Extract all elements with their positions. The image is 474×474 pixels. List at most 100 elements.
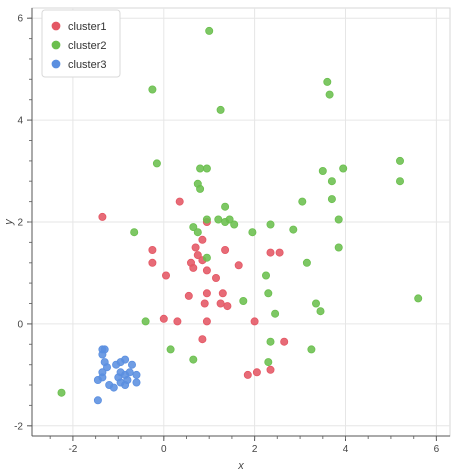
point-cluster3: [98, 373, 107, 382]
data-points: [57, 26, 423, 405]
point-cluster3: [98, 350, 107, 359]
point-cluster2: [395, 156, 404, 165]
point-cluster2: [334, 243, 343, 252]
point-cluster1: [202, 317, 211, 326]
point-cluster1: [193, 251, 202, 260]
point-cluster2: [196, 164, 205, 173]
axis-ticks: -2 0 2 4 6 -2 0 2 4 6: [14, 8, 450, 455]
point-cluster1: [202, 266, 211, 275]
point-cluster1: [202, 289, 211, 298]
point-cluster1: [280, 337, 289, 346]
point-cluster1: [198, 335, 207, 344]
legend-label-cluster1: cluster1: [68, 21, 107, 33]
point-cluster2: [302, 258, 311, 267]
point-cluster3: [132, 378, 141, 387]
point-cluster2: [196, 184, 205, 193]
x-tick-label: -2: [68, 444, 77, 455]
point-cluster2: [311, 299, 320, 308]
legend-marker-cluster2: [51, 40, 61, 50]
point-cluster2: [327, 195, 336, 204]
point-cluster2: [216, 105, 225, 114]
legend-label-cluster3: cluster3: [68, 59, 107, 71]
point-cluster2: [395, 177, 404, 186]
point-cluster1: [252, 368, 261, 377]
point-cluster2: [202, 215, 211, 224]
point-cluster1: [200, 299, 209, 308]
point-cluster3: [114, 373, 123, 382]
point-cluster1: [173, 317, 182, 326]
point-cluster2: [248, 228, 257, 237]
point-cluster3: [93, 396, 102, 405]
point-cluster2: [318, 166, 327, 175]
point-cluster2: [221, 202, 230, 211]
point-cluster2: [189, 355, 198, 364]
point-cluster2: [264, 289, 273, 298]
point-cluster2: [202, 164, 211, 173]
point-cluster2: [189, 223, 198, 232]
point-cluster2: [334, 215, 343, 224]
legend-label-cluster2: cluster2: [68, 40, 107, 52]
legend-marker-cluster1: [51, 21, 61, 31]
point-cluster2: [316, 307, 325, 316]
point-cluster2: [205, 26, 214, 35]
x-tick-label: 4: [343, 444, 349, 455]
point-cluster2: [166, 345, 175, 354]
point-cluster2: [225, 215, 234, 224]
point-cluster2: [289, 225, 298, 234]
point-cluster1: [148, 258, 157, 267]
point-cluster2: [239, 296, 248, 305]
point-cluster1: [98, 212, 107, 221]
x-tick-label: 2: [252, 444, 258, 455]
point-cluster1: [191, 243, 200, 252]
point-cluster2: [148, 85, 157, 94]
point-cluster2: [230, 220, 239, 229]
point-cluster2: [152, 159, 161, 168]
point-cluster2: [339, 164, 348, 173]
y-axis-label: y: [3, 218, 15, 226]
y-tick-label: 0: [17, 319, 23, 330]
point-cluster2: [414, 294, 423, 303]
y-tick-label: 6: [17, 14, 23, 25]
point-cluster2: [202, 253, 211, 262]
point-cluster2: [264, 358, 273, 367]
point-cluster1: [189, 263, 198, 272]
point-cluster1: [161, 271, 170, 280]
point-cluster3: [109, 383, 118, 392]
point-cluster1: [159, 314, 168, 323]
point-cluster1: [234, 261, 243, 270]
point-cluster1: [148, 245, 157, 254]
point-cluster1: [275, 248, 284, 257]
point-cluster3: [123, 375, 132, 384]
point-cluster2: [130, 228, 139, 237]
y-tick-label: 4: [17, 116, 23, 127]
point-cluster2: [307, 345, 316, 354]
point-cluster1: [266, 365, 275, 374]
point-cluster3: [121, 355, 130, 364]
point-cluster1: [218, 289, 227, 298]
point-cluster2: [57, 388, 66, 397]
point-cluster2: [325, 90, 334, 99]
legend: cluster1 cluster2 cluster3: [41, 9, 121, 78]
point-cluster1: [211, 273, 220, 282]
x-tick-label: 0: [161, 444, 167, 455]
point-cluster2: [271, 309, 280, 318]
point-cluster2: [193, 228, 202, 237]
point-cluster1: [223, 302, 232, 311]
point-cluster1: [216, 299, 225, 308]
point-cluster3: [103, 363, 112, 372]
point-cluster1: [250, 317, 259, 326]
point-cluster2: [266, 337, 275, 346]
legend-box: [41, 9, 121, 78]
point-cluster1: [266, 248, 275, 257]
point-cluster2: [323, 77, 332, 86]
point-cluster1: [198, 235, 207, 244]
point-cluster1: [243, 370, 252, 379]
point-cluster2: [141, 317, 150, 326]
point-cluster3: [127, 360, 136, 369]
point-cluster2: [261, 271, 270, 280]
point-cluster2: [327, 177, 336, 186]
point-cluster1: [184, 291, 193, 300]
point-cluster2: [266, 220, 275, 229]
point-cluster1: [221, 245, 230, 254]
